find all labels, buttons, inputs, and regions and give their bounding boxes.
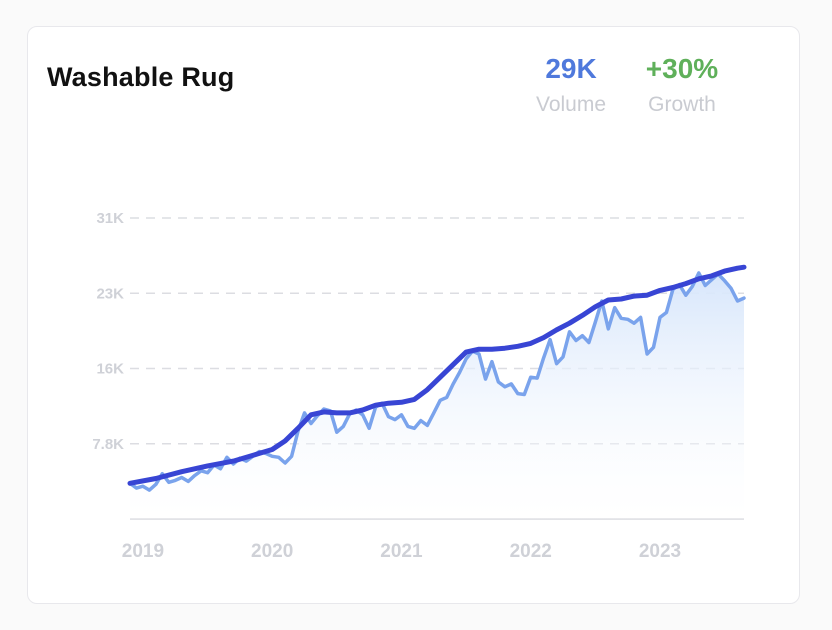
growth-value: +30% bbox=[645, 53, 719, 84]
x-tick-label: 2023 bbox=[639, 541, 681, 562]
series-layer bbox=[127, 264, 747, 519]
volume-value: 29K bbox=[545, 53, 597, 84]
volume-stat: 29K Volume bbox=[526, 52, 616, 120]
growth-stat: +30% Growth bbox=[634, 52, 730, 120]
axis-labels: 7.8K 16K 23K 31K 2019 2020 2021 2022 2023 bbox=[92, 210, 681, 562]
y-tick-label: 7.8K bbox=[92, 436, 124, 453]
card-title: Washable Rug bbox=[47, 62, 235, 92]
volume-label: Volume bbox=[535, 93, 607, 116]
y-tick-label: 23K bbox=[96, 285, 124, 302]
volume-area bbox=[130, 273, 744, 519]
x-tick-label: 2021 bbox=[380, 541, 423, 562]
growth-label: Growth bbox=[648, 93, 716, 116]
y-tick-label: 16K bbox=[96, 361, 124, 378]
x-tick-label: 2020 bbox=[251, 541, 293, 562]
x-tick-label: 2022 bbox=[510, 541, 552, 562]
y-tick-label: 31K bbox=[96, 210, 124, 227]
x-tick-label: 2019 bbox=[122, 541, 164, 562]
trend-line bbox=[127, 264, 747, 486]
